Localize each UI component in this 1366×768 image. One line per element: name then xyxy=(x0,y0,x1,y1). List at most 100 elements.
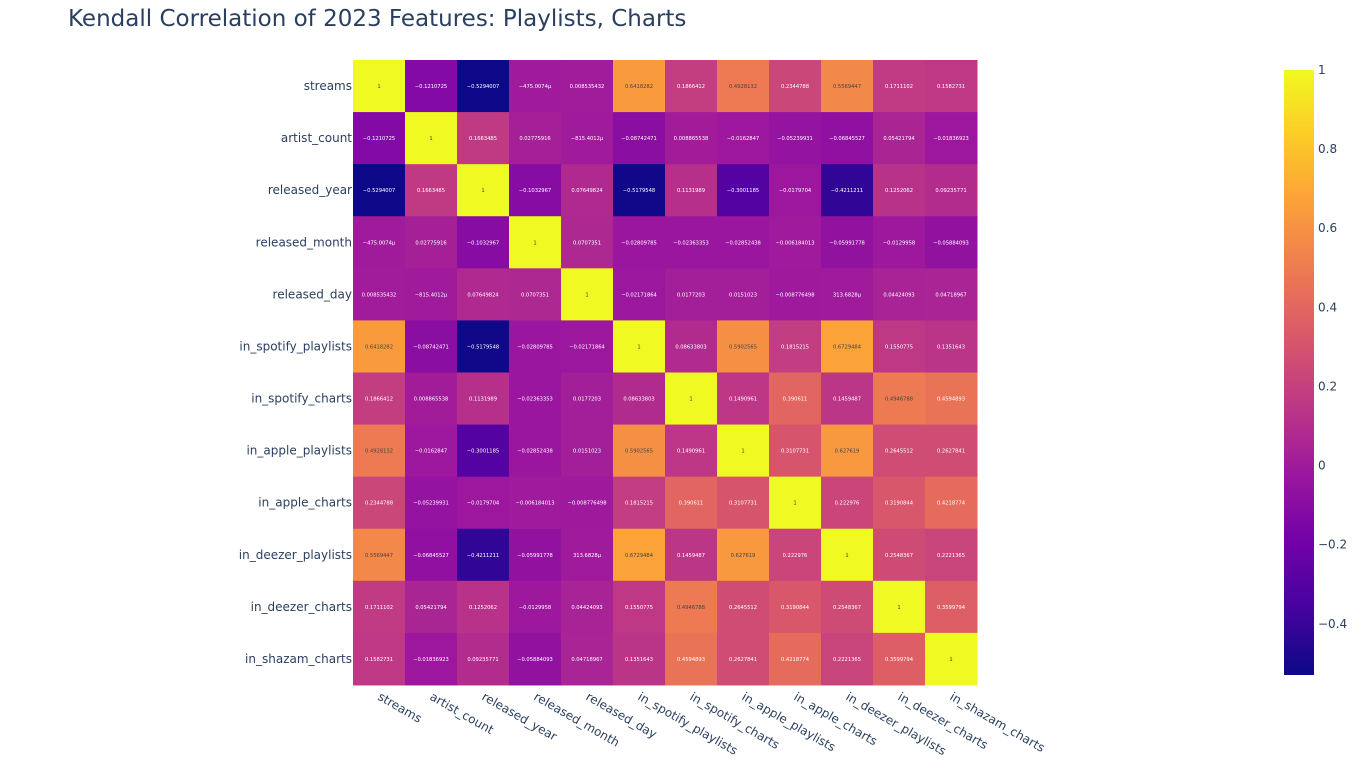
colorbar-gradient xyxy=(1284,70,1314,675)
cell-value-label: 0.3599794 xyxy=(937,605,966,611)
cell-value-label: 0.008535432 xyxy=(362,292,397,298)
cell-value-label: 0.2548367 xyxy=(833,605,861,611)
cell-value-label: 0.390611 xyxy=(679,501,704,507)
cell-value-label: 0.2645512 xyxy=(885,449,913,455)
heatmap-cell xyxy=(769,268,822,321)
cell-value-label: −0.006184013 xyxy=(776,240,815,246)
cell-value-label: 0.2627841 xyxy=(937,449,965,455)
row-label: in_spotify_playlists xyxy=(239,339,352,353)
heatmap-cell xyxy=(613,60,666,113)
row-label: artist_count xyxy=(281,131,352,145)
heatmap-cell xyxy=(353,632,406,686)
heatmap-cell xyxy=(353,372,406,426)
cell-value-label: −0.02809785 xyxy=(621,240,657,246)
cell-value-label: 0.3107731 xyxy=(729,501,757,507)
cell-value-label: 0.07649824 xyxy=(467,292,499,298)
heatmap-cell xyxy=(457,216,510,269)
heatmap-cell xyxy=(405,164,458,217)
cell-value-label: 0.0177203 xyxy=(677,292,705,298)
cell-value-label: 0.1711102 xyxy=(885,84,913,90)
heatmap-cell xyxy=(613,632,666,686)
cell-value-label: 0.0151023 xyxy=(573,449,601,455)
heatmap-cell xyxy=(613,528,666,582)
heatmap-cell xyxy=(925,60,978,113)
cell-value-label: 0.04718967 xyxy=(571,657,602,663)
heatmap-cell xyxy=(821,372,874,426)
heatmap-cell xyxy=(405,268,458,321)
cell-value-label: 0.6418282 xyxy=(625,84,653,90)
heatmap-cell xyxy=(665,632,718,686)
heatmap-cell xyxy=(405,320,458,373)
heatmap-cell xyxy=(717,476,770,530)
cell-value-label: −0.0129958 xyxy=(519,605,551,611)
heatmap-cell xyxy=(873,372,926,426)
cell-value-label: −0.1032967 xyxy=(467,240,499,246)
heatmap-cell xyxy=(561,372,614,426)
cell-value-label: 0.4946788 xyxy=(885,397,913,403)
heatmap-cell xyxy=(717,164,770,217)
heatmap-cell xyxy=(717,60,770,113)
cell-value-label: −475.0074μ xyxy=(363,240,396,246)
cell-value-label: −0.02852438 xyxy=(725,240,761,246)
cell-value-label: 0.1866412 xyxy=(677,84,705,90)
cell-value-label: −0.1210725 xyxy=(363,136,395,142)
cell-value-label: −0.0129958 xyxy=(883,240,915,246)
row-label: released_year xyxy=(268,183,352,197)
cell-value-label: −0.05991778 xyxy=(517,553,553,559)
heatmap-cell xyxy=(873,60,926,113)
heatmap-cell xyxy=(353,60,406,113)
cell-value-label: 0.008865538 xyxy=(414,397,449,403)
cell-value-label: 0.222976 xyxy=(783,553,808,559)
heatmap-cell xyxy=(457,632,510,686)
heatmap-cell xyxy=(405,632,458,686)
heatmap-cell xyxy=(457,164,510,217)
colorbar-tick-label: 0.8 xyxy=(1318,142,1337,156)
heatmap-cell xyxy=(457,372,510,426)
cell-value-label: −0.01836923 xyxy=(413,657,449,663)
cell-value-label: 0.02775916 xyxy=(415,240,446,246)
cell-value-label: −0.05239931 xyxy=(777,136,813,142)
cell-value-label: 0.0151023 xyxy=(729,292,757,298)
cell-value-label: 1 xyxy=(741,449,744,455)
heatmap-cell xyxy=(769,320,822,373)
heatmap-cell xyxy=(457,424,510,478)
heatmap-cell xyxy=(509,216,562,269)
cell-value-label: 1 xyxy=(533,240,536,246)
heatmap-cell xyxy=(509,632,562,686)
cell-value-label: −0.06845527 xyxy=(829,136,865,142)
heatmap-cell xyxy=(561,112,614,165)
cell-value-label: −0.0162847 xyxy=(727,136,759,142)
heatmap-cell xyxy=(769,112,822,165)
cell-value-label: 0.4218774 xyxy=(937,501,966,507)
colorbar-tick-label: 0.2 xyxy=(1318,379,1337,393)
heatmap-cell xyxy=(457,112,510,165)
heatmap-cell xyxy=(925,476,978,530)
heatmap-cell xyxy=(353,112,406,165)
heatmap-cell xyxy=(821,528,874,582)
cell-value-label: 0.2645512 xyxy=(729,605,757,611)
cell-value-label: 1 xyxy=(585,292,588,298)
row-labels: streams artist_count released_year released… xyxy=(239,79,353,666)
cell-value-label: 0.5569447 xyxy=(365,553,393,559)
heatmap-cell xyxy=(561,164,614,217)
heatmap-cell xyxy=(561,60,614,113)
heatmap-cell xyxy=(925,424,978,478)
heatmap-cell xyxy=(665,372,718,426)
heatmap-cell xyxy=(613,268,666,321)
cell-value-label: −0.05239931 xyxy=(413,501,449,507)
heatmap-cell xyxy=(561,580,614,634)
cell-value-label: 0.1550775 xyxy=(625,605,653,611)
cell-value-label: 0.627619 xyxy=(835,449,860,455)
cell-value-label: 0.05421794 xyxy=(883,136,915,142)
cell-value-label: 0.0707351 xyxy=(521,292,549,298)
cell-value-label: 0.0707351 xyxy=(573,240,601,246)
heatmap-cell xyxy=(561,424,614,478)
colorbar-tick-label: 0.6 xyxy=(1318,221,1337,235)
heatmap-cell xyxy=(665,268,718,321)
heatmap-cell xyxy=(665,112,718,165)
cell-value-label: 0.09235771 xyxy=(935,188,966,194)
cell-value-label: −0.006184013 xyxy=(516,501,555,507)
cell-value-label: −0.3001185 xyxy=(467,449,499,455)
heatmap-cell xyxy=(717,216,770,269)
heatmap-cell xyxy=(613,112,666,165)
